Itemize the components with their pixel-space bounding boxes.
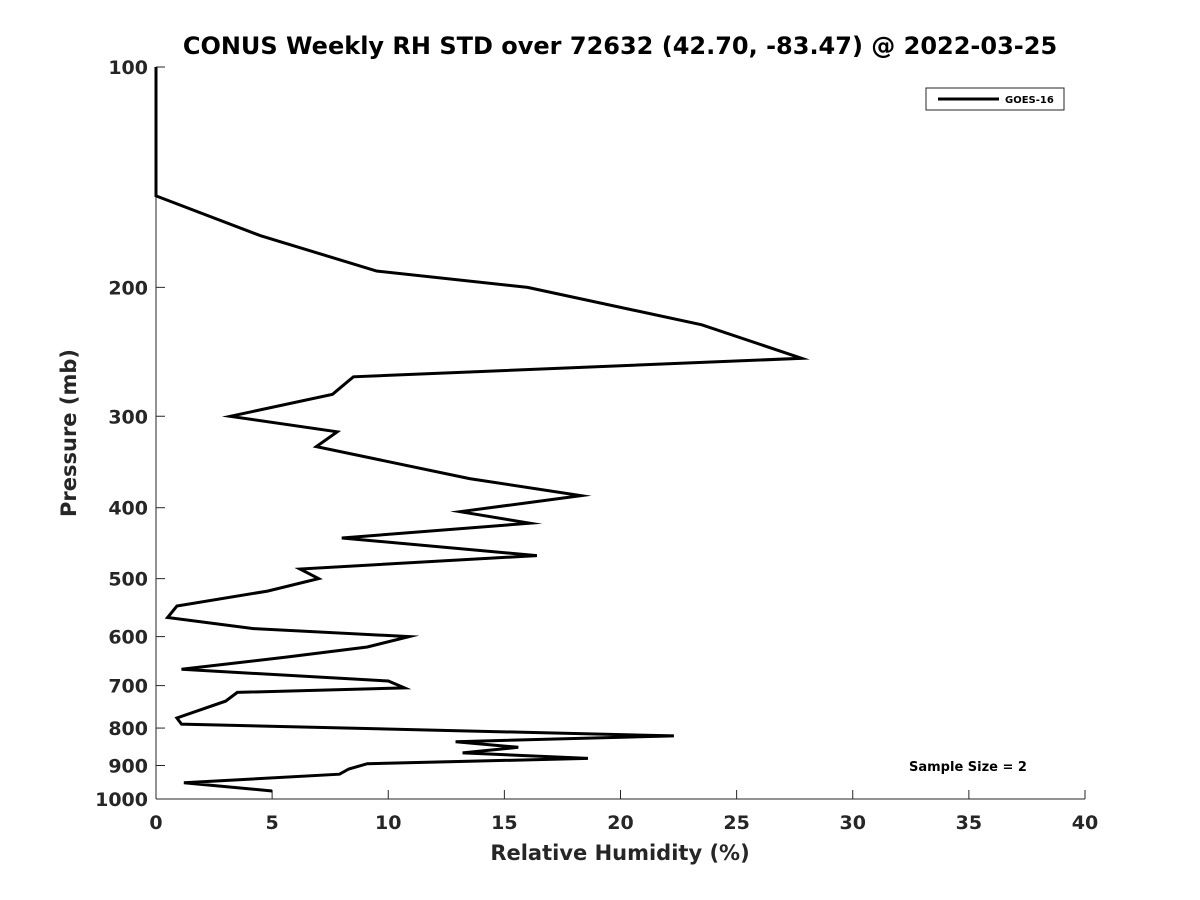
chart-title: CONUS Weekly RH STD over 72632 (42.70, -… [183,32,1057,60]
legend-entry-label: GOES-16 [1005,95,1054,106]
y-tick-label: 800 [108,718,148,740]
y-tick-label: 300 [108,406,148,428]
y-tick-label: 200 [108,277,148,299]
x-axis-label: Relative Humidity (%) [490,841,749,865]
sample-size-annotation: Sample Size = 2 [909,760,1027,775]
x-tick-label: 10 [375,812,401,834]
x-tick-label: 15 [491,812,517,834]
y-tick-label: 400 [108,498,148,520]
y-tick-label: 500 [108,569,148,591]
x-tick-label: 20 [607,812,633,834]
x-tick-label: 0 [149,812,162,834]
x-tick-label: 35 [956,812,982,834]
y-tick-label: 1000 [95,789,148,811]
plot-axes: 0 5 10 15 20 25 30 35 40 100 200 300 400 500 600 700 800… [95,57,1098,834]
x-tick-label: 30 [840,812,866,834]
y-tick-label: 100 [108,57,148,79]
x-tick-label: 40 [1072,812,1098,834]
y-tick-label: 700 [108,676,148,698]
y-tick-label: 600 [108,627,148,649]
legend: GOES-16 [925,87,1065,111]
x-tick-label: 25 [723,812,749,834]
y-axis-label: Pressure (mb) [57,349,81,517]
y-tick-label: 900 [108,756,148,778]
series-layer [154,67,810,793]
series-line-goes-16 [154,67,810,793]
x-tick-label: 5 [266,812,279,834]
